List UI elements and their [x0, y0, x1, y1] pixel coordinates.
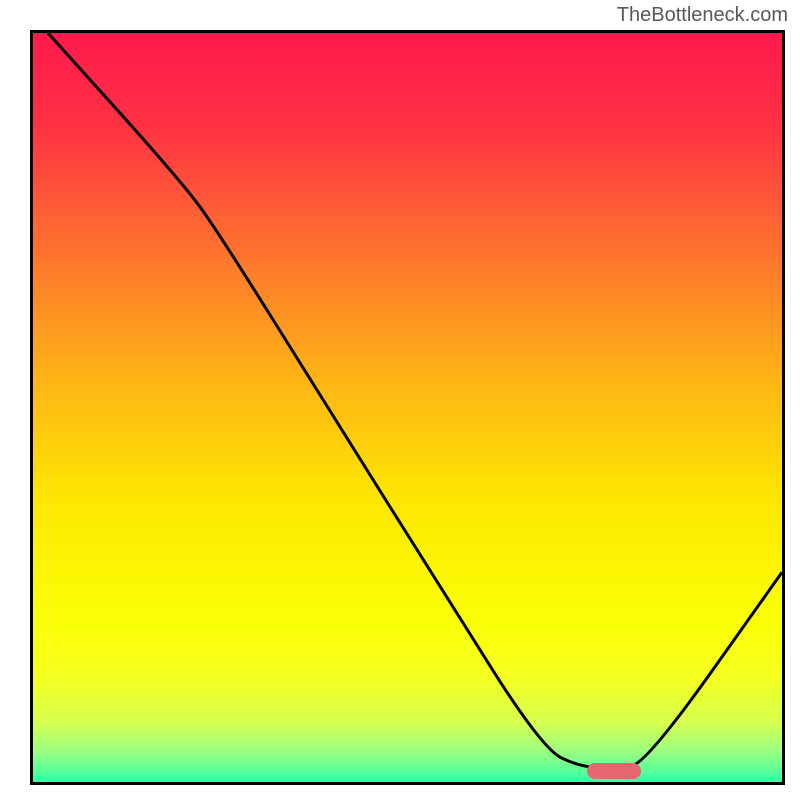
bottleneck-chart [0, 0, 800, 800]
watermark-text: TheBottleneck.com [617, 4, 788, 27]
optimal-marker [587, 763, 641, 779]
chart-line-layer [33, 33, 782, 782]
bottleneck-curve [48, 33, 782, 768]
plot-area [30, 30, 785, 785]
